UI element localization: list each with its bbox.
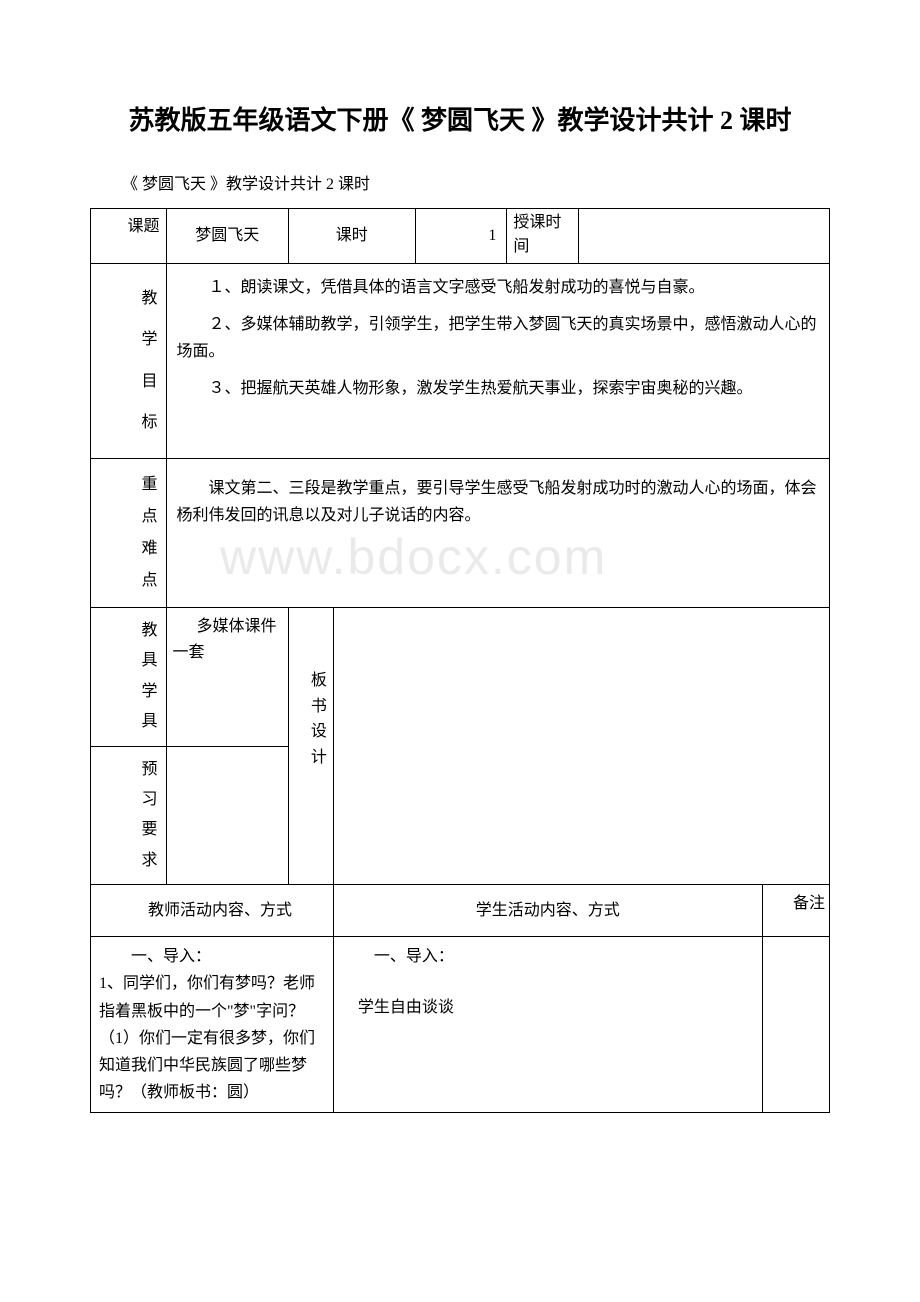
label-keshi: 课时	[289, 208, 416, 263]
notes-cell	[762, 937, 829, 1113]
lesson-plan-table: 课题 梦圆飞天 课时 1 授课时间 教 学 目 标 １、朗读课文，凭借具体的语言…	[90, 208, 830, 1114]
goal-1: １、朗读课文，凭借具体的语言文字感受飞船发射成功的喜悦与自豪。	[177, 274, 819, 301]
value-time	[578, 208, 829, 263]
student-activity: 一、导入： 学生自由谈谈	[333, 937, 762, 1113]
goal-2: ２、多媒体辅助教学，引领学生，把学生带入梦圆飞天的真实场景中，感悟激动人心的场面…	[177, 311, 819, 365]
label-goals: 教 学 目 标	[91, 263, 167, 458]
teacher-line-1: 1、同学们，你们有梦吗？老师指着黑板中的一个"梦"字问？	[99, 970, 325, 1024]
teacher-activity: 一、导入： 1、同学们，你们有梦吗？老师指着黑板中的一个"梦"字问？ （1）你们…	[91, 937, 334, 1113]
value-preview	[166, 746, 288, 885]
value-keypoints: 课文第二、三段是教学重点，要引导学生感受飞船发射成功时的激动人心的场面，体会杨利…	[166, 458, 829, 607]
header-notes: 备注	[762, 885, 829, 937]
student-content: 学生自由谈谈	[342, 994, 754, 1021]
label-time: 授课时间	[507, 208, 578, 263]
value-keshi: 1	[415, 208, 507, 263]
value-title: 梦圆飞天	[166, 208, 288, 263]
student-intro-title: 一、导入：	[342, 943, 754, 970]
label-board: 板书设计	[289, 607, 334, 884]
goal-3: ３、把握航天英雄人物形象，激发学生热爱航天事业，探索宇宙奥秘的兴趣。	[177, 375, 819, 402]
header-student: 学生活动内容、方式	[333, 885, 762, 937]
teacher-line-2: （1）你们一定有很多梦，你们知道我们中华民族圆了哪些梦吗？（教师板书：圆）	[99, 1025, 325, 1107]
document-subtitle: 《 梦圆飞天 》教学设计共计 2 课时	[90, 170, 830, 194]
label-keypoints: 重 点 难 点	[91, 458, 167, 607]
document-title: 苏教版五年级语文下册《 梦圆飞天 》教学设计共计 2 课时	[90, 100, 830, 142]
value-tools: 多媒体课件一套	[166, 607, 288, 746]
header-teacher: 教师活动内容、方式	[91, 885, 334, 937]
value-goals: １、朗读课文，凭借具体的语言文字感受飞船发射成功的喜悦与自豪。 ２、多媒体辅助教…	[166, 263, 829, 458]
teacher-intro-title: 一、导入：	[99, 943, 325, 970]
label-preview: 预 习 要 求	[91, 746, 167, 885]
label-tools: 教 具 学 具	[91, 607, 167, 746]
value-board	[333, 607, 829, 884]
label-keti: 课题	[91, 208, 167, 263]
